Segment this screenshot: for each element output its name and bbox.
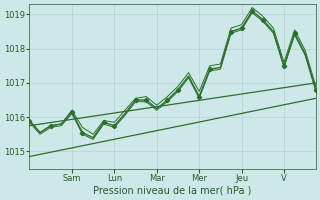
X-axis label: Pression niveau de la mer( hPa ): Pression niveau de la mer( hPa ) bbox=[93, 186, 252, 196]
